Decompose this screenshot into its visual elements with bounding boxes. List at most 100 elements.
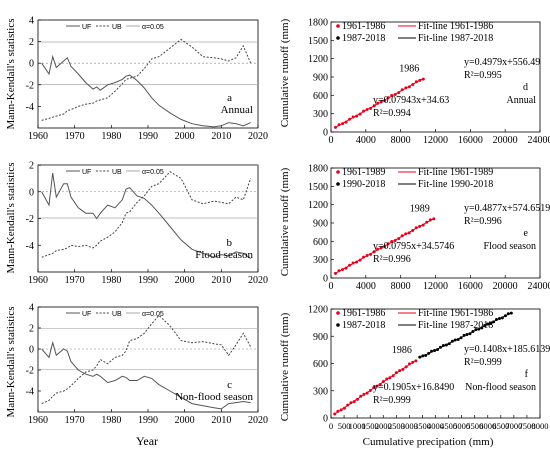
panel-letter-c: c [227,379,232,391]
x-tick-label-e-2: 8000 [391,281,411,292]
data-point-f-0-17 [388,376,392,380]
y-tick-label-e-1: 300 [313,255,328,266]
y-tick-label-d-5: 1500 [308,36,328,47]
series-line-ub-c [41,314,252,405]
legend-f1-label-f: Fit-line 1961-1986 [418,308,493,319]
data-point-f-0-18 [391,374,395,378]
y-tick-label-f-3: 900 [313,332,328,343]
legend-ub-label-a: UB [112,24,122,31]
r2-late-d: R²=0.995 [464,70,502,81]
change-year-label-f: 1986 [392,345,412,356]
x-tick-label-b-3: 1990 [138,275,158,286]
data-point-f-0-25 [414,359,418,363]
data-point-e-0-11 [372,250,376,254]
equation-early-d: y=0.07943x+34.63 [373,95,449,106]
y-tick-label-e-4: 1200 [308,200,328,211]
x-tick-label-f-5: 2500 [388,421,405,431]
data-point-f-0-21 [401,367,405,371]
data-point-f-0-12 [372,386,376,390]
data-point-e-0-19 [400,234,404,238]
x-tick-label-f-2: 1000 [349,421,366,431]
data-point-f-1-16 [465,333,469,336]
data-point-f-1-30 [506,312,510,316]
season-label-d: Annual [507,95,537,106]
legend-s2-marker-d [336,36,340,40]
x-tick-label-f-13: 6500 [492,421,509,431]
data-point-d-0-12 [376,101,380,105]
data-point-d-0-20 [404,86,408,90]
data-point-f-1-8 [441,344,445,347]
x-tick-label-d-2: 8000 [391,135,411,146]
y-tick-label-a-1: -2 [26,80,34,91]
data-point-f-1-22 [483,324,487,327]
y-tick-label-c-3: 2 [29,324,34,335]
legend-f2-label-e: Fit-line 1990-2018 [418,179,493,190]
data-point-d-0-3 [344,120,348,124]
data-point-f-0-22 [404,365,408,369]
equation-late-f: y=0.1408x+185.6139 [464,344,550,355]
y-tick-label-a-0: -4 [26,102,34,113]
r2-early-e: R²=0.996 [373,254,411,265]
equation-early-f: y=0.1905x+16.8490 [373,382,454,393]
legend-s2-label-e: 1990-2018 [342,179,385,190]
x-tick-label-f-9: 4500 [440,421,457,431]
data-point-f-1-28 [500,316,504,320]
panel-letter-a: a [227,92,232,104]
x-tick-label-f-10: 5000 [453,421,470,431]
data-point-f-0-20 [398,369,402,373]
y-tick-label-d-3: 900 [313,73,328,84]
x-tick-label-b-6: 2020 [248,275,268,286]
y-tick-label-b-1: -2 [26,214,34,225]
r2-late-e: R²=0.996 [464,216,502,227]
x-tick-label-f-15: 7500 [518,421,535,431]
data-point-e-0-0 [334,271,337,275]
data-point-f-0-0 [333,412,337,416]
left-y-axis-label: Mann-Kendall's statistics [5,18,17,129]
data-point-e-0-12 [376,247,380,251]
data-point-f-1-11 [450,339,454,343]
y-tick-label-f-2: 600 [313,359,328,370]
left-y-axis-label-3: Mann-Kendall's statistics [5,306,17,417]
y-tick-label-a-4: 4 [29,16,34,27]
y-tick-label-d-0: 0 [323,128,328,139]
data-point-d-0-7 [358,112,362,116]
y-tick-label-e-0: 0 [323,274,328,285]
y-tick-label-a-2: 0 [29,59,34,70]
legend-s1-marker-d [336,24,340,28]
x-tick-label-f-7: 3500 [414,421,431,431]
data-point-f-1-27 [498,317,501,320]
legend-f1-label-e: Fit-line 1961-1989 [418,167,493,178]
data-point-f-1-5 [433,349,437,352]
data-point-f-0-5 [349,401,353,405]
legend-s2-label-f: 1987-2018 [342,320,385,331]
data-point-f-1-20 [477,327,481,331]
data-point-d-0-6 [355,114,359,118]
left-y-axis-label-2: Mann-Kendall's statistics [5,162,17,273]
data-point-e-0-27 [428,218,432,222]
data-point-d-0-13 [379,100,383,104]
season-label-f: Non-flood season [465,382,536,393]
data-point-f-1-25 [492,320,496,324]
season-label-a: Annual [221,104,253,116]
y-tick-label-b-0: -4 [26,241,34,252]
data-point-d-0-10 [369,106,373,110]
panel-letter-b: b [227,237,233,249]
data-point-d-0-1 [337,123,341,127]
r2-late-f: R²=0.999 [464,357,502,368]
legend-alpha-label-c: α=0.05 [142,311,164,318]
legend-s1-marker-e [336,170,340,174]
y-tick-label-a-3: 2 [29,37,34,48]
data-point-f-0-8 [359,394,363,398]
data-point-e-0-5 [351,261,355,265]
x-tick-label-c-0: 1960 [28,415,48,426]
data-point-f-1-15 [462,333,466,337]
y-tick-label-d-2: 600 [313,91,328,102]
right-x-axis-label: Cumulative precipation (mm) [363,436,494,448]
data-point-f-1-21 [480,326,484,330]
x-tick-label-f-4: 2000 [375,421,392,431]
series-line-uf-b [41,172,251,260]
legend-ub-label-c: UB [112,311,122,318]
x-tick-label-e-1: 4000 [356,281,376,292]
y-tick-label-c-1: -2 [26,366,34,377]
